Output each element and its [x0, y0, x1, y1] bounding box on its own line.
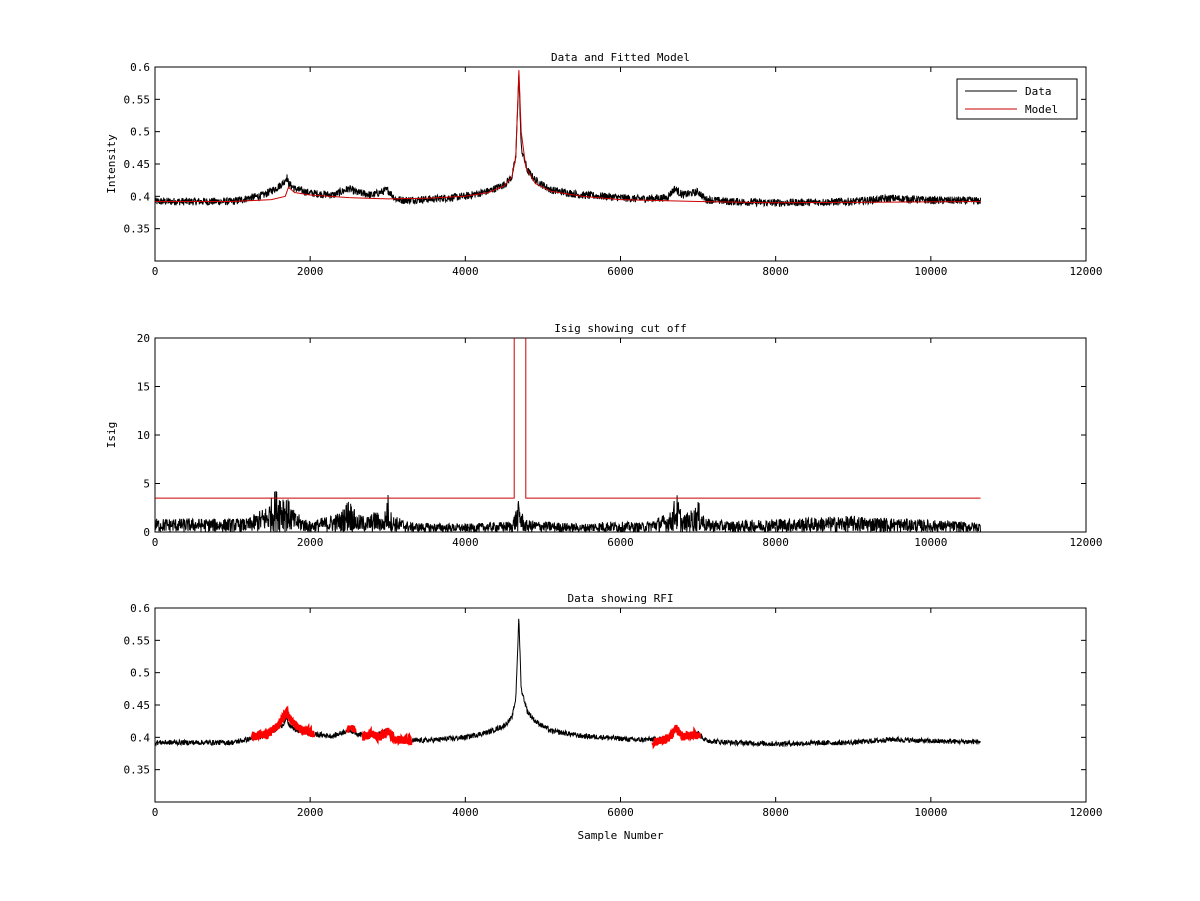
y-tick-label: 0.4: [130, 190, 150, 203]
x-tick-label: 4000: [452, 806, 479, 819]
y-tick-label: 15: [137, 381, 150, 394]
series-isig-0: [155, 491, 981, 532]
y-tick-label: 0.5: [130, 667, 150, 680]
plot-area: [154, 337, 1087, 533]
x-tick-label: 6000: [607, 265, 634, 278]
series-noisy-0: [155, 618, 981, 748]
x-axis-label: Sample Number: [577, 829, 663, 842]
y-tick-label: 0.35: [124, 223, 151, 236]
y-tick-label: 0.5: [130, 126, 150, 139]
y-tick-label: 0.6: [130, 602, 150, 615]
y-tick-label: 0: [143, 526, 150, 539]
x-tick-label: 4000: [452, 536, 479, 549]
series-rfi-3: [361, 725, 413, 746]
y-tick-label: 5: [143, 478, 150, 491]
x-tick-label: 4000: [452, 265, 479, 278]
x-tick-label: 8000: [762, 806, 789, 819]
chart-panel-2: 0 2000 4000 6000 8000 10000 12000 0 5 10 15 20 Isig …: [105, 322, 1103, 549]
y-tick-label: 0.45: [124, 158, 151, 171]
legend-label-model: Model: [1025, 103, 1058, 116]
x-tick-label: 8000: [762, 536, 789, 549]
chart-panel-1: 0 2000 4000 6000 8000 10000 12000 0.35 0.4 0.45 0.…: [105, 51, 1103, 278]
x-tick-label: 0: [152, 536, 159, 549]
chart-title: Data showing RFI: [568, 592, 674, 605]
x-tick-label: 10000: [914, 806, 947, 819]
legend-label-data: Data: [1025, 85, 1052, 98]
plot-data: [155, 70, 981, 208]
y-axis-label: Isig: [105, 422, 118, 449]
y-tick-label: 20: [137, 332, 150, 345]
plot-area: [154, 66, 1087, 262]
legend: Data Model: [956, 78, 1078, 120]
chart-panel-3: 0 2000 4000 6000 8000 10000 12000 0.35 0.4 0.45 0.…: [124, 592, 1103, 842]
series-line-1: [155, 338, 981, 499]
series-rfi-4: [651, 724, 702, 750]
y-tick-label: 0.55: [124, 634, 151, 647]
x-tick-label: 10000: [914, 536, 947, 549]
y-tick-label: 0.55: [124, 93, 151, 106]
series-rfi-1: [250, 705, 316, 742]
plot-data: [155, 618, 981, 750]
y-tick-label: 0.4: [130, 731, 150, 744]
x-tick-label: 12000: [1069, 265, 1102, 278]
x-tick-label: 2000: [297, 536, 324, 549]
y-axis-label: Intensity: [105, 134, 118, 194]
y-tick-label: 10: [137, 429, 150, 442]
series-rfi-2: [345, 724, 357, 734]
x-tick-label: 6000: [607, 806, 634, 819]
series-model: [155, 70, 981, 204]
x-tick-label: 0: [152, 265, 159, 278]
x-tick-label: 6000: [607, 536, 634, 549]
x-tick-label: 12000: [1069, 806, 1102, 819]
x-tick-label: 2000: [297, 806, 324, 819]
x-tick-label: 10000: [914, 265, 947, 278]
plot-area: [154, 607, 1087, 803]
x-tick-label: 12000: [1069, 536, 1102, 549]
y-tick-label: 0.35: [124, 764, 151, 777]
x-tick-label: 2000: [297, 265, 324, 278]
plot-data: [155, 338, 981, 532]
y-tick-label: 0.6: [130, 61, 150, 74]
legend-box: [956, 78, 1078, 120]
chart-title: Data and Fitted Model: [551, 51, 690, 64]
chart-title: Isig showing cut off: [554, 322, 686, 335]
x-tick-label: 0: [152, 806, 159, 819]
x-tick-label: 8000: [762, 265, 789, 278]
y-tick-label: 0.45: [124, 699, 151, 712]
